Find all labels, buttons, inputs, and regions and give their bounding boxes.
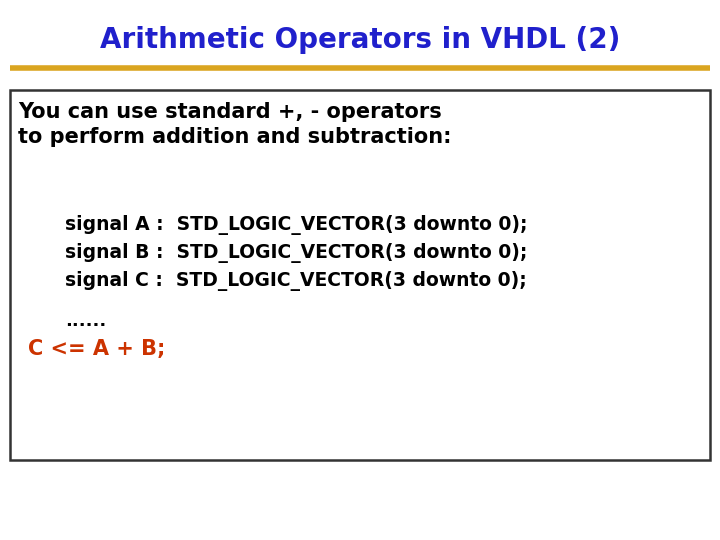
Text: You can use standard +, - operators: You can use standard +, - operators bbox=[18, 102, 442, 122]
Text: C <= A + B;: C <= A + B; bbox=[28, 339, 166, 359]
Text: signal B :  STD_LOGIC_VECTOR(3 downto 0);: signal B : STD_LOGIC_VECTOR(3 downto 0); bbox=[65, 243, 527, 263]
Text: Arithmetic Operators in VHDL (2): Arithmetic Operators in VHDL (2) bbox=[100, 26, 620, 54]
Text: signal A :  STD_LOGIC_VECTOR(3 downto 0);: signal A : STD_LOGIC_VECTOR(3 downto 0); bbox=[65, 215, 528, 235]
Text: ......: ...... bbox=[65, 312, 107, 330]
Text: to perform addition and subtraction:: to perform addition and subtraction: bbox=[18, 127, 451, 147]
FancyBboxPatch shape bbox=[10, 90, 710, 460]
Text: signal C :  STD_LOGIC_VECTOR(3 downto 0);: signal C : STD_LOGIC_VECTOR(3 downto 0); bbox=[65, 271, 527, 291]
